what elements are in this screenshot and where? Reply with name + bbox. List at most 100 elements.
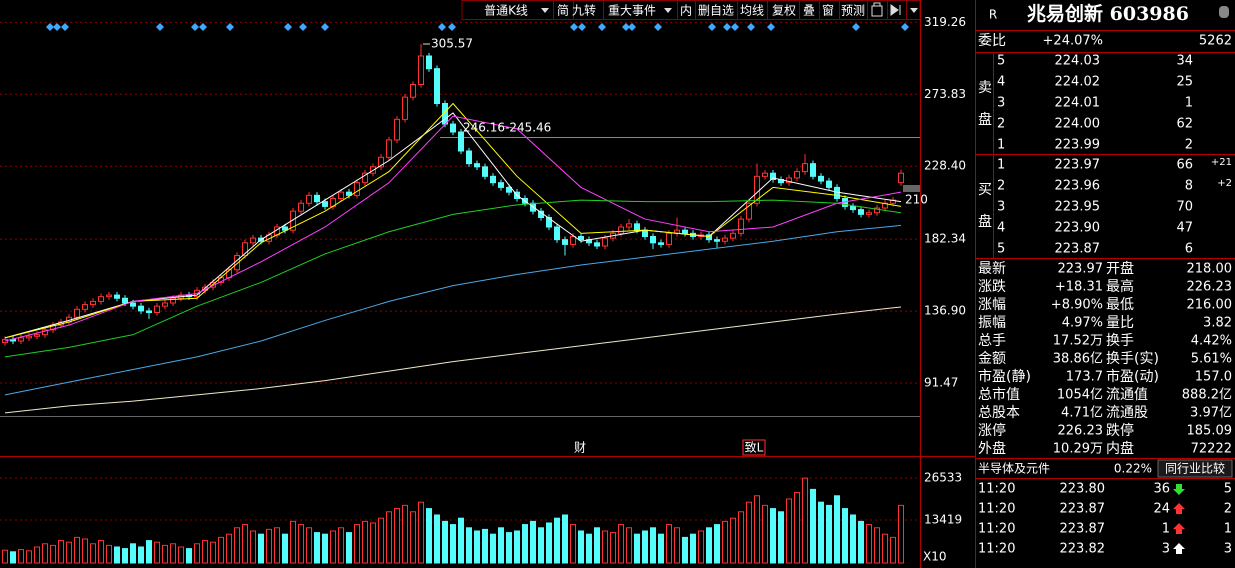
volume-bar bbox=[578, 530, 584, 564]
candle-body bbox=[858, 209, 864, 215]
event-marker[interactable] bbox=[299, 23, 307, 31]
candle-body bbox=[666, 232, 672, 245]
toolbar-button[interactable]: 简 bbox=[557, 4, 569, 18]
level: 4 bbox=[997, 75, 1005, 90]
price-marker bbox=[903, 185, 920, 192]
candle-body bbox=[562, 239, 568, 245]
volume-bar bbox=[106, 544, 112, 564]
toolbar-button[interactable]: 均线 bbox=[740, 4, 764, 18]
event-marker[interactable] bbox=[156, 23, 164, 31]
event-marker[interactable] bbox=[628, 23, 636, 31]
volume-bar bbox=[618, 524, 624, 564]
event-marker[interactable] bbox=[438, 23, 446, 31]
volume-bar bbox=[2, 549, 8, 564]
stat-label: 换手(实) bbox=[1106, 350, 1159, 367]
candle-body bbox=[458, 131, 464, 152]
stat-value: 218.00 bbox=[1187, 262, 1233, 277]
toolbar-button[interactable]: 预测 bbox=[841, 4, 865, 18]
candle-body bbox=[130, 302, 136, 307]
candle-body bbox=[18, 337, 24, 342]
candle-body bbox=[378, 156, 384, 168]
sell-label: 盘 bbox=[978, 111, 992, 128]
toolbar-button[interactable]: 叠 bbox=[803, 4, 815, 18]
volume-bar bbox=[162, 544, 168, 564]
event-marker[interactable] bbox=[448, 23, 456, 31]
event-marker[interactable] bbox=[199, 23, 207, 31]
level: 4 bbox=[997, 221, 1005, 236]
event-tag[interactable]: 致L bbox=[745, 441, 764, 455]
event-marker[interactable] bbox=[53, 23, 61, 31]
toolbar-button[interactable]: 九转 bbox=[572, 3, 596, 18]
y-tick-label: 182.34 bbox=[924, 232, 966, 246]
toolbar-button[interactable]: 重大事件 bbox=[608, 4, 656, 18]
stat-label: 涨跌 bbox=[978, 279, 1006, 295]
toolbar-button[interactable]: 复权 bbox=[772, 4, 796, 18]
toolbar-button[interactable]: 删自选 bbox=[698, 4, 734, 18]
event-marker[interactable] bbox=[321, 23, 329, 31]
candle-body bbox=[322, 201, 328, 207]
candle-body bbox=[282, 226, 288, 231]
event-marker[interactable] bbox=[901, 23, 909, 31]
event-marker[interactable] bbox=[731, 23, 739, 31]
tick-count: 5 bbox=[1224, 482, 1232, 497]
candle-body bbox=[250, 237, 256, 244]
peak-label: 305.57 bbox=[431, 37, 473, 51]
candle-body bbox=[122, 297, 128, 304]
volume-bar bbox=[258, 533, 264, 564]
candle-body bbox=[162, 302, 168, 307]
event-marker[interactable] bbox=[226, 23, 234, 31]
event-marker[interactable] bbox=[622, 23, 630, 31]
stat-label: 量比 bbox=[1106, 315, 1134, 331]
event-marker[interactable] bbox=[654, 23, 662, 31]
stat-value: 3.82 bbox=[1203, 316, 1232, 331]
level-price: 224.01 bbox=[1055, 96, 1101, 111]
volume-bar bbox=[146, 540, 152, 564]
event-marker[interactable] bbox=[578, 23, 586, 31]
stat-label: 换手 bbox=[1106, 332, 1134, 349]
stat-value: 226.23 bbox=[1058, 424, 1104, 439]
volume-bar bbox=[810, 488, 816, 564]
volume-bar bbox=[450, 524, 456, 564]
bell-icon[interactable] bbox=[1219, 6, 1229, 18]
event-marker[interactable] bbox=[570, 23, 578, 31]
event-marker[interactable] bbox=[598, 23, 606, 31]
event-marker[interactable] bbox=[723, 23, 731, 31]
volume-bar bbox=[394, 508, 400, 564]
volume-bar bbox=[818, 501, 824, 564]
event-marker[interactable] bbox=[767, 23, 775, 31]
event-tag[interactable]: 财 bbox=[574, 441, 586, 455]
event-marker[interactable] bbox=[191, 23, 199, 31]
event-marker[interactable] bbox=[46, 23, 54, 31]
candle-body bbox=[802, 163, 808, 173]
lock-icon[interactable] bbox=[871, 2, 883, 17]
toolbar-button[interactable]: 内 bbox=[680, 4, 692, 18]
event-marker[interactable] bbox=[284, 23, 292, 31]
candle-body bbox=[410, 84, 416, 98]
event-marker[interactable] bbox=[747, 23, 755, 31]
volume-bar bbox=[402, 504, 408, 564]
level-volume: 66 bbox=[1176, 158, 1193, 173]
event-marker[interactable] bbox=[852, 23, 860, 31]
compare-button-frame[interactable] bbox=[1157, 459, 1233, 478]
volume-bar bbox=[66, 541, 72, 564]
tick-arrow bbox=[1173, 484, 1185, 495]
sector-name[interactable]: 半导体及元件 bbox=[978, 462, 1050, 476]
compare-button[interactable]: 同行业比较 bbox=[1165, 461, 1225, 476]
event-marker[interactable] bbox=[708, 23, 716, 31]
toolbar-button[interactable]: 窗 bbox=[822, 4, 834, 18]
candle-body bbox=[346, 191, 352, 196]
volume-bar bbox=[274, 527, 280, 564]
toolbar-button[interactable]: 普通K线 bbox=[484, 4, 528, 18]
stat-label: 总市值 bbox=[978, 386, 1020, 403]
volume-bar bbox=[386, 511, 392, 564]
event-marker[interactable] bbox=[61, 23, 69, 31]
tick-volume: 36 bbox=[1153, 482, 1170, 497]
tick-arrow bbox=[1173, 503, 1185, 514]
level-price: 224.02 bbox=[1055, 75, 1101, 90]
volume-bar bbox=[482, 528, 488, 564]
last-label: 210 bbox=[905, 193, 928, 207]
volume-bar bbox=[58, 540, 64, 564]
volume-bar bbox=[338, 527, 344, 564]
play-icon[interactable] bbox=[890, 4, 901, 16]
